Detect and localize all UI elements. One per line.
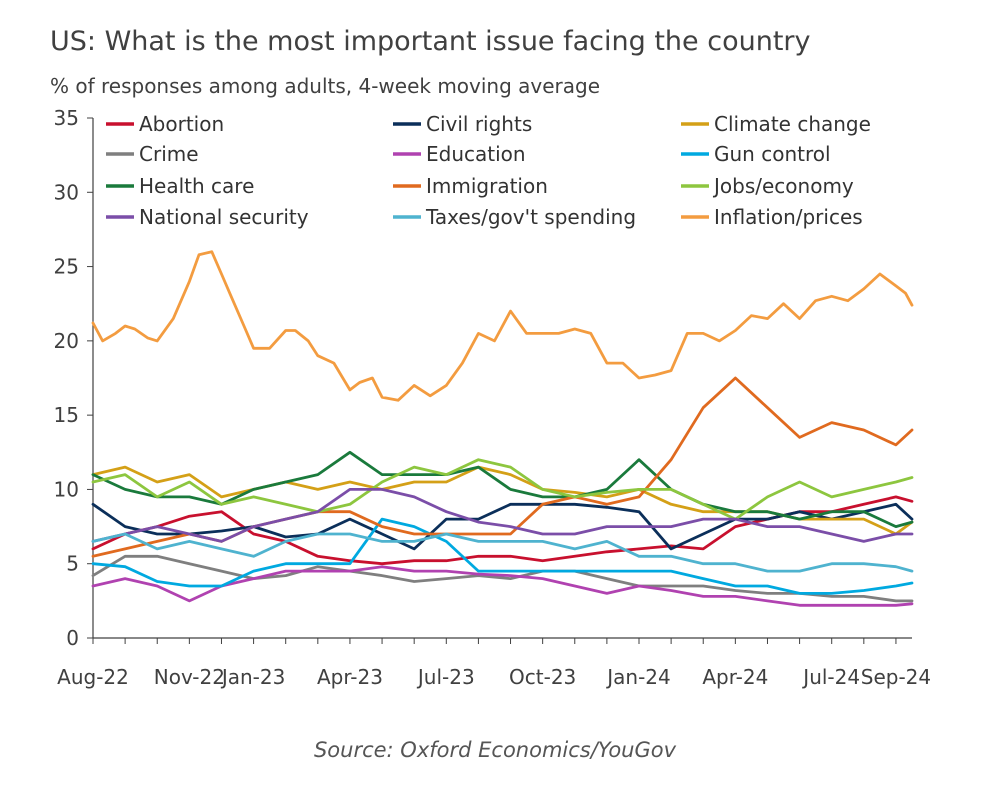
legend-label: Health care (139, 174, 254, 198)
x-tick-label: Apr-23 (317, 665, 383, 689)
series-line-crime (91, 554, 914, 603)
x-tick-label: Jan-23 (220, 665, 286, 689)
chart-legend: Abortion Civil rights Climate change Crime E… (106, 112, 871, 229)
x-tick-label: Sep-24 (861, 665, 931, 689)
y-tick-label: 20 (54, 329, 79, 353)
legend-label: Climate change (714, 112, 871, 136)
series-line-immigration (91, 376, 914, 558)
legend-item-civil-rights: Civil rights (393, 112, 532, 136)
y-tick-label: 35 (54, 106, 79, 130)
series-line-gun-control (91, 517, 914, 595)
chart-source: Source: Oxford Economics/YouGov (313, 738, 677, 762)
legend-item-crime: Crime (106, 142, 199, 166)
legend-label: Jobs/economy (712, 174, 854, 198)
series-line-jobs-economy (91, 458, 914, 521)
x-tick-label: Apr-24 (702, 665, 768, 689)
y-tick-label: 5 (66, 552, 79, 576)
y-tick-label: 10 (54, 477, 79, 501)
legend-item-abortion: Abortion (106, 112, 224, 136)
legend-item-taxes-gov-t-spending: Taxes/gov't spending (393, 205, 636, 229)
legend-item-climate-change: Climate change (681, 112, 871, 136)
legend-item-immigration: Immigration (393, 174, 548, 198)
series-line-taxes-gov-t-spending (91, 532, 914, 573)
series-line-health-care (91, 450, 914, 528)
chart-subtitle: % of responses among adults, 4-week movi… (50, 74, 601, 98)
legend-item-jobs-economy: Jobs/economy (681, 174, 854, 198)
series-line-national-security (91, 488, 914, 543)
series-line-education (91, 565, 914, 607)
legend-label: National security (139, 205, 309, 229)
chart-title: US: What is the most important issue fac… (50, 26, 811, 57)
x-tick-label: Jul-23 (416, 665, 475, 689)
x-tick-label: Aug-22 (57, 665, 129, 689)
legend-item-gun-control: Gun control (681, 142, 831, 166)
legend-item-inflation-prices: Inflation/prices (681, 205, 863, 229)
chart-series (91, 250, 914, 607)
legend-item-national-security: National security (106, 205, 309, 229)
x-tick-label: Jul-24 (801, 665, 860, 689)
legend-item-health-care: Health care (106, 174, 254, 198)
legend-label: Inflation/prices (714, 205, 863, 229)
x-tick-label: Oct-23 (509, 665, 576, 689)
legend-label: Gun control (714, 142, 831, 166)
legend-label: Education (426, 142, 526, 166)
y-tick-label: 30 (54, 180, 79, 204)
series-line-civil-rights (91, 502, 914, 551)
legend-label: Immigration (426, 174, 548, 198)
series-line-inflation-prices (91, 250, 914, 402)
legend-label: Civil rights (426, 112, 532, 136)
y-tick-label: 15 (54, 403, 79, 427)
x-tick-label: Nov-22 (154, 665, 225, 689)
y-tick-label: 0 (66, 626, 79, 650)
legend-label: Abortion (139, 112, 224, 136)
legend-label: Crime (139, 142, 199, 166)
x-tick-label: Jan-24 (605, 665, 671, 689)
legend-label: Taxes/gov't spending (425, 205, 636, 229)
legend-item-education: Education (393, 142, 526, 166)
y-tick-label: 25 (54, 255, 79, 279)
